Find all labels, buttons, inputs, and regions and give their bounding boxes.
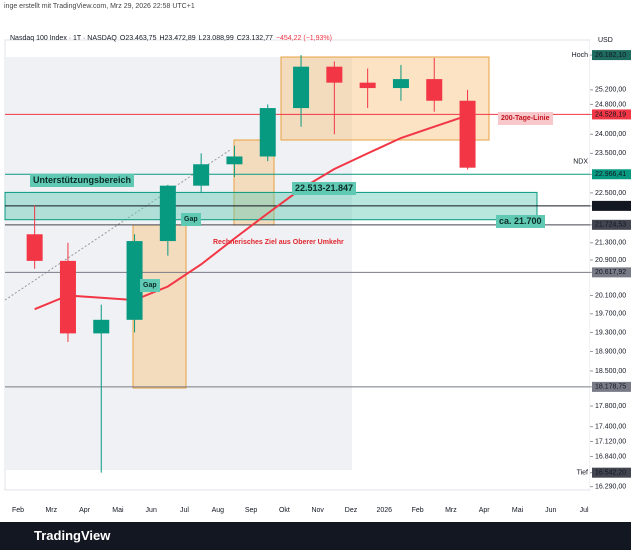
y-tick-label: 21.300,00 [595,240,626,247]
x-tick-label: Mrz [45,507,57,514]
tick-tag [592,109,631,120]
y-tick-label: 18.178,75 [595,384,626,391]
quote: O23.463,75 [119,35,157,42]
y-tick-label: 22.966,41 [595,171,626,178]
tick-tag [592,381,631,392]
x-tick-label: Apr [479,507,491,514]
quote: C23.132,77 [236,35,273,42]
x-tick-label: Jun [146,507,157,514]
quote: H23.472,89 [159,35,196,42]
x-tick-label: Nov [311,507,324,514]
zone-label: 22.513-21.847 [292,182,357,196]
x-tick-label: Dez [345,507,358,514]
annotation: Rechnerisches Ziel aus Oberer Umkehr [213,239,344,246]
y-tick-label: 21.724,53 [595,222,626,229]
y-tick-label: 22.500,00 [595,190,626,197]
tick-tag [592,267,631,278]
trend-line [4,149,231,301]
axis-tag: Tief [577,470,588,477]
annotation: Unterstützungsbereich [30,174,135,187]
x-tick-label: Mrz [445,507,457,514]
axis-tag: NDX [573,159,588,166]
y-tick-label: 19.300,00 [595,329,626,336]
annotation: ca. 21.700 [496,215,545,228]
y-tick-label: 23.500,00 [595,150,626,157]
candle-body [459,100,476,168]
x-tick-label: 2026 [377,507,393,514]
tick-tag [592,467,631,478]
x-tick-label: Apr [79,507,91,514]
header: inge erstellt mit TradingView.com, Mrz 2… [4,3,195,10]
y-tick-label: 24.000,00 [595,131,626,138]
range-box [280,56,490,141]
x-tick-label: Jul [580,507,589,514]
y-tick-label: 26.182,10 [595,52,626,59]
y-tick-label: 24.528,19 [595,111,626,118]
x-tick-label: Feb [12,507,24,514]
candle-body [126,241,143,320]
tick-tag [592,200,631,211]
x-tick-label: Feb [412,507,424,514]
ma-label: 200-Tage-Linie [498,112,553,125]
x-tick-label: Mai [112,507,124,514]
symbol: Nasdaq 100 Index · 1T · NASDAQ [10,35,117,42]
x-tick-label: Aug [212,507,225,514]
candle-body [93,319,110,334]
annotation: Gap [140,279,160,292]
candle-body [226,156,243,165]
y-tick-label: 25.200,00 [595,87,626,94]
candle-body [59,260,76,334]
y-tick-label: 18.500,00 [595,368,626,375]
y-tick-label: 17.120,00 [595,438,626,445]
y-tick-label: 24.800,00 [595,101,626,108]
candle-body [26,234,43,261]
y-tick-label: 17.400,00 [595,424,626,431]
x-tick-label: Mai [512,507,524,514]
quote: L23.088,99 [198,35,234,42]
quote: −454,22 (−1,93%) [275,35,332,42]
ma-line [34,114,468,311]
annotation: Gap [181,213,201,226]
y-tick-label: 20.100,00 [595,292,626,299]
candle-body [159,185,176,242]
footer: TradingView [0,522,631,550]
x-tick-label: Sep [245,507,258,514]
tick-tag [592,219,631,230]
x-tick-label: Okt [279,507,290,514]
axis-tag: Hoch [572,52,588,59]
y-tick-label: 22.181,59 [595,203,626,210]
y-tick-label: 16.542,20 [595,470,626,477]
candle-body [193,164,210,186]
y-tick-label: 16.840,00 [595,453,626,460]
candle-body [293,66,310,109]
candle-body [259,108,276,157]
x-tick-label: Jun [545,507,556,514]
x-tick-label: Jul [180,507,189,514]
unit-label: USD [598,37,613,44]
candle-body [392,79,409,89]
candle-body [326,66,343,83]
y-tick-label: 20.900,00 [595,257,626,264]
candle-body [426,79,443,101]
y-tick-label: 18.900,00 [595,348,626,355]
y-tick-label: 17.800,00 [595,403,626,410]
y-tick-label: 20.617,92 [595,269,626,276]
y-tick-label: 16.290,00 [595,483,626,490]
y-tick-label: 19.700,00 [595,311,626,318]
symbol-info: Nasdaq 100 Index · 1T · NASDAQ O23.463,75… [10,35,335,42]
tick-tag [592,169,631,180]
candle-body [359,82,376,89]
brand: TradingView [34,528,111,543]
tick-tag [592,50,631,61]
